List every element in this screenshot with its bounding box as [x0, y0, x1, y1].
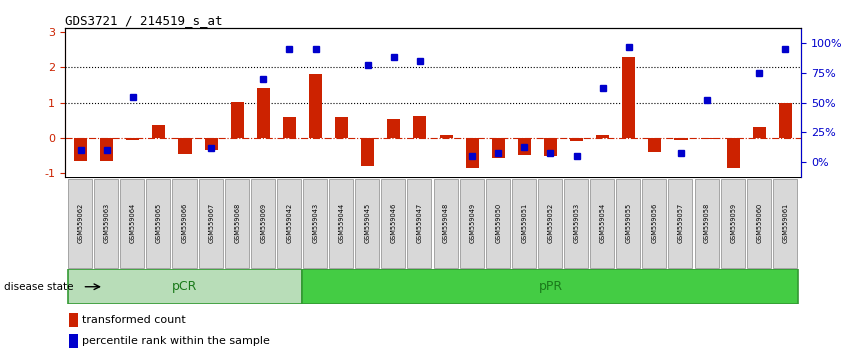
Bar	[675, 138, 688, 140]
Bar	[753, 127, 766, 138]
Text: GSM559059: GSM559059	[730, 203, 736, 243]
FancyBboxPatch shape	[277, 179, 301, 268]
Bar	[492, 138, 505, 158]
Bar	[361, 138, 374, 166]
Bar	[230, 102, 243, 138]
FancyBboxPatch shape	[329, 179, 353, 268]
Text: GSM559050: GSM559050	[495, 203, 501, 243]
Text: GSM559060: GSM559060	[756, 203, 762, 243]
Text: transformed count: transformed count	[81, 315, 185, 325]
FancyBboxPatch shape	[564, 179, 588, 268]
Text: GSM559063: GSM559063	[104, 203, 110, 243]
Bar	[257, 88, 270, 138]
Bar	[649, 138, 662, 152]
FancyBboxPatch shape	[721, 179, 745, 268]
Text: GSM559057: GSM559057	[678, 203, 684, 243]
Text: GSM559065: GSM559065	[156, 203, 162, 243]
Bar	[518, 138, 531, 155]
FancyBboxPatch shape	[146, 179, 171, 268]
Bar	[100, 138, 113, 161]
FancyBboxPatch shape	[381, 179, 405, 268]
Text: GDS3721 / 214519_s_at: GDS3721 / 214519_s_at	[65, 14, 223, 27]
Bar	[727, 138, 740, 168]
Text: GSM559043: GSM559043	[313, 203, 319, 243]
FancyBboxPatch shape	[538, 179, 562, 268]
FancyBboxPatch shape	[303, 179, 327, 268]
FancyBboxPatch shape	[224, 179, 249, 268]
FancyBboxPatch shape	[460, 179, 483, 268]
FancyBboxPatch shape	[172, 179, 197, 268]
Text: GSM559056: GSM559056	[652, 203, 658, 243]
Text: GSM559055: GSM559055	[626, 203, 632, 243]
Text: GSM559054: GSM559054	[599, 203, 605, 243]
Bar	[623, 57, 636, 138]
Bar	[596, 135, 609, 138]
Text: GSM559042: GSM559042	[287, 203, 293, 243]
Text: GSM559067: GSM559067	[208, 203, 214, 243]
FancyBboxPatch shape	[251, 179, 275, 268]
Text: pPR: pPR	[539, 280, 563, 293]
Bar	[74, 138, 87, 161]
FancyBboxPatch shape	[746, 179, 771, 268]
Text: percentile rank within the sample: percentile rank within the sample	[81, 336, 269, 346]
FancyBboxPatch shape	[695, 179, 719, 268]
FancyBboxPatch shape	[198, 179, 223, 268]
FancyBboxPatch shape	[94, 179, 118, 268]
Text: GSM559066: GSM559066	[182, 203, 188, 243]
FancyBboxPatch shape	[669, 179, 693, 268]
Text: GSM559047: GSM559047	[417, 203, 423, 243]
Bar	[302, 269, 798, 304]
Text: GSM559058: GSM559058	[704, 203, 710, 243]
Bar	[466, 138, 479, 168]
Bar	[68, 313, 78, 327]
Text: pCR: pCR	[172, 280, 197, 293]
Text: GSM559068: GSM559068	[234, 203, 240, 243]
Bar	[68, 334, 78, 348]
Text: disease state: disease state	[4, 282, 74, 292]
Text: GSM559051: GSM559051	[521, 203, 527, 243]
Bar	[544, 138, 557, 156]
Bar	[309, 74, 322, 138]
Text: GSM559064: GSM559064	[130, 203, 136, 243]
Bar	[570, 138, 583, 141]
Bar	[283, 117, 296, 138]
Text: GSM559062: GSM559062	[78, 203, 84, 243]
Text: GSM559044: GSM559044	[339, 203, 345, 243]
Text: GSM559069: GSM559069	[261, 203, 267, 243]
Text: GSM559045: GSM559045	[365, 203, 371, 243]
FancyBboxPatch shape	[617, 179, 640, 268]
Bar	[387, 119, 400, 138]
FancyBboxPatch shape	[68, 179, 92, 268]
Bar	[178, 138, 191, 154]
Bar	[701, 138, 714, 139]
FancyBboxPatch shape	[772, 179, 797, 268]
Bar	[68, 269, 302, 304]
Bar	[413, 116, 426, 138]
Bar	[126, 138, 139, 140]
FancyBboxPatch shape	[643, 179, 666, 268]
Text: GSM559053: GSM559053	[573, 203, 579, 243]
Bar	[335, 117, 348, 138]
FancyBboxPatch shape	[434, 179, 457, 268]
FancyBboxPatch shape	[120, 179, 145, 268]
FancyBboxPatch shape	[590, 179, 614, 268]
FancyBboxPatch shape	[512, 179, 536, 268]
Bar	[440, 135, 453, 138]
FancyBboxPatch shape	[486, 179, 510, 268]
Bar	[204, 138, 217, 150]
FancyBboxPatch shape	[355, 179, 379, 268]
Bar	[779, 103, 792, 138]
Text: GSM559046: GSM559046	[391, 203, 397, 243]
Bar	[152, 125, 165, 138]
FancyBboxPatch shape	[407, 179, 431, 268]
Text: GSM559049: GSM559049	[469, 203, 475, 243]
Text: GSM559052: GSM559052	[547, 203, 553, 243]
Text: GSM559061: GSM559061	[782, 203, 788, 243]
Text: GSM559048: GSM559048	[443, 203, 449, 243]
